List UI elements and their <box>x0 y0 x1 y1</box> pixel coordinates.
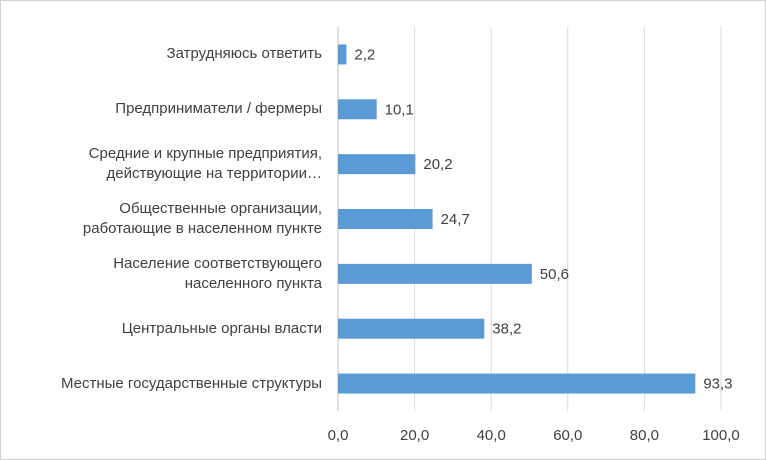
bar <box>338 209 433 229</box>
y-tick-label: Общественные организации, работающие в н… <box>82 200 322 237</box>
bar <box>338 154 416 175</box>
bar <box>338 263 532 284</box>
value-label: 93,3 <box>703 376 732 393</box>
y-tick-label: Средние и крупные предприятия, действующ… <box>88 145 322 183</box>
bar <box>338 318 485 339</box>
value-label: 2,2 <box>354 46 375 63</box>
bar <box>338 44 347 65</box>
x-tick-label: 40,0 <box>477 427 506 444</box>
value-label: 38,2 <box>492 321 521 338</box>
x-tick-label: 80,0 <box>630 427 659 444</box>
value-label: 20,2 <box>423 156 452 173</box>
y-tick-label: Предприниматели / фермеры <box>115 100 322 118</box>
value-label: 50,6 <box>540 266 569 283</box>
y-tick-label: Население соответствующего населенного п… <box>113 254 322 292</box>
bar <box>338 373 696 394</box>
x-tick-label: 0,0 <box>328 427 349 444</box>
y-tick-label: Центральные органы власти <box>121 319 322 337</box>
x-tick-label: 100,0 <box>702 427 740 444</box>
value-label: 10,1 <box>385 101 414 118</box>
y-tick-label: Затрудняюсь ответить <box>166 45 322 63</box>
value-label: 24,7 <box>441 211 470 228</box>
x-tick-label: 20,0 <box>400 427 429 444</box>
bar <box>338 99 377 120</box>
x-tick-label: 60,0 <box>553 427 582 444</box>
y-tick-label: Местные государственные структуры <box>60 374 322 392</box>
